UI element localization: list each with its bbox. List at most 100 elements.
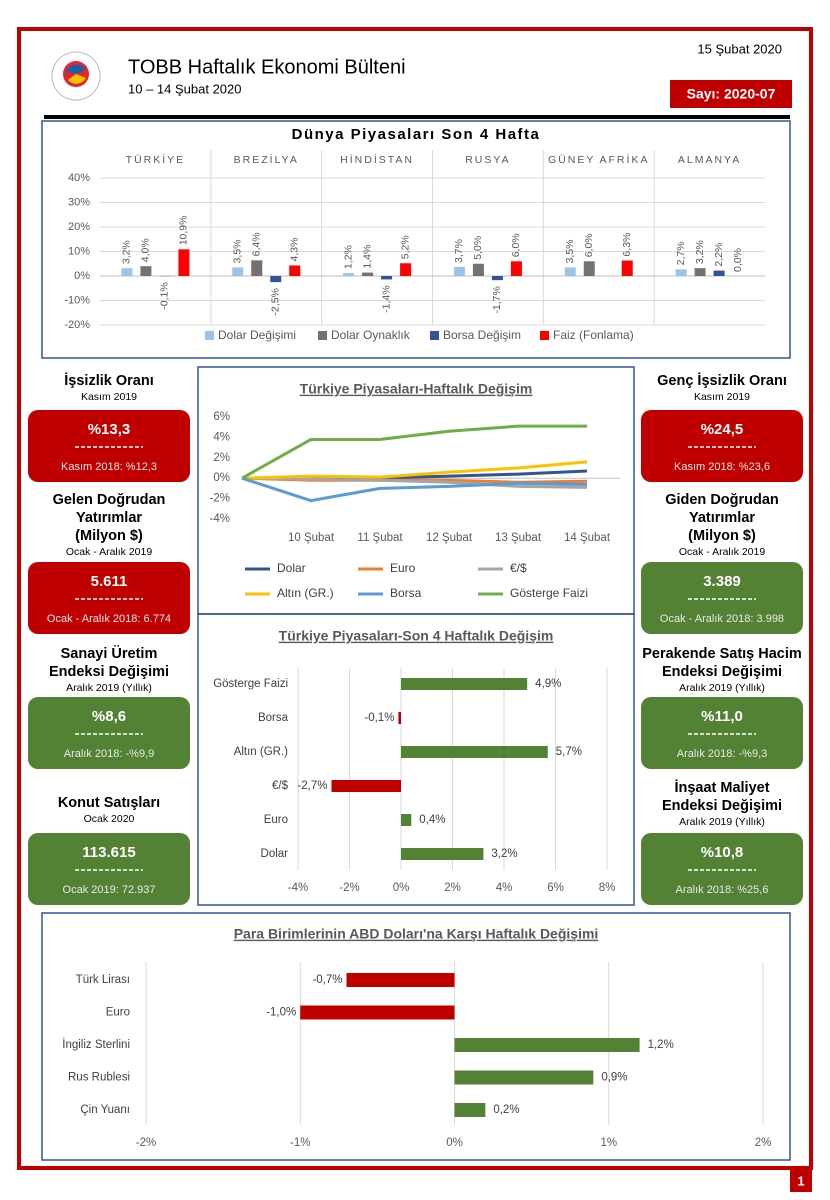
indicator-title: Endeksi Değişimi bbox=[662, 798, 782, 814]
chart-title: Türkiye Piyasaları-Haftalık Değişim bbox=[300, 381, 533, 397]
logo-shape bbox=[68, 74, 86, 84]
legend-label: Dolar Değişimi bbox=[218, 328, 296, 342]
page-number: 1 bbox=[797, 1173, 804, 1188]
value-label: 1,2% bbox=[648, 1039, 674, 1051]
legend-label: Borsa Değişim bbox=[443, 328, 521, 342]
panel bbox=[197, 366, 635, 615]
y-tick-label: 2% bbox=[213, 452, 230, 464]
category-label: ALMANYA bbox=[678, 154, 741, 166]
bar bbox=[232, 267, 244, 276]
indicator-title: Giden Doğrudan bbox=[665, 492, 779, 508]
bar bbox=[331, 780, 401, 792]
panel bbox=[41, 912, 791, 1161]
page-number-box bbox=[790, 1170, 812, 1192]
category-label: HİNDİSTAN bbox=[340, 153, 414, 166]
bar bbox=[583, 261, 595, 276]
legend-label: Faiz (Fonlama) bbox=[553, 328, 634, 342]
category-label: Altın (GR.) bbox=[234, 746, 288, 758]
y-tick-label: 6% bbox=[213, 411, 230, 423]
bar bbox=[362, 272, 374, 276]
indicator-previous: Ocak - Aralık 2018: 3.998 bbox=[660, 613, 784, 625]
x-tick-label: -4% bbox=[288, 882, 308, 894]
line-series bbox=[241, 476, 588, 503]
logo bbox=[51, 51, 101, 101]
category-label: İngiliz Sterlini bbox=[62, 1038, 130, 1051]
value-label: 4,0% bbox=[140, 238, 152, 262]
category-label: Euro bbox=[264, 814, 288, 826]
indicator-period: Ocak 2020 bbox=[84, 813, 135, 825]
indicator-value: %11,0 bbox=[701, 708, 743, 725]
value-label: -1,0% bbox=[266, 1007, 296, 1019]
indicator-title: Endeksi Değişimi bbox=[49, 664, 169, 680]
value-label: 5,7% bbox=[556, 746, 582, 758]
bar bbox=[564, 267, 576, 276]
indicator-period: Kasım 2019 bbox=[81, 391, 137, 403]
indicator-title: İnşaat Maliyet bbox=[674, 779, 769, 796]
indicator-title: Gelen Doğrudan bbox=[53, 492, 166, 508]
x-tick-label: 6% bbox=[547, 882, 564, 894]
value-label: -2,5% bbox=[270, 288, 282, 315]
y-tick-label: 30% bbox=[68, 196, 90, 208]
bar bbox=[398, 712, 401, 724]
y-tick-label: 0% bbox=[213, 472, 230, 484]
bar bbox=[300, 1005, 455, 1020]
bar bbox=[270, 276, 282, 283]
x-tick-label: 2% bbox=[444, 882, 461, 894]
indicator-period: Ocak - Aralık 2019 bbox=[679, 546, 766, 558]
value-label: 3,5% bbox=[232, 239, 244, 263]
indicator-title: Yatırımlar bbox=[689, 510, 755, 526]
bar bbox=[454, 1038, 640, 1052]
line-series bbox=[241, 424, 587, 480]
indicator-box bbox=[28, 833, 190, 905]
chart-title: Türkiye Piyasaları-Son 4 Haftalık Değişi… bbox=[279, 628, 554, 644]
y-tick-label: -4% bbox=[210, 513, 230, 525]
bar bbox=[140, 266, 152, 276]
bar bbox=[621, 260, 633, 276]
legend-label: Euro bbox=[390, 561, 416, 575]
bulletin-title: TOBB Haftalık Ekonomi Bülteni bbox=[128, 56, 406, 78]
legend-swatch bbox=[430, 331, 439, 340]
value-label: 3,2% bbox=[491, 848, 517, 860]
x-tick-label: 8% bbox=[599, 882, 616, 894]
y-tick-label: -20% bbox=[64, 319, 90, 331]
value-label: 5,0% bbox=[472, 236, 484, 260]
bar bbox=[510, 261, 522, 276]
value-label: 2,7% bbox=[675, 241, 687, 265]
bar bbox=[346, 973, 455, 987]
indicator-previous: Kasım 2018: %23,6 bbox=[674, 461, 770, 473]
value-label: -0,1% bbox=[159, 282, 171, 309]
bar bbox=[453, 266, 465, 276]
indicator-title: Konut Satışları bbox=[58, 795, 160, 811]
indicator-title: (Milyon $) bbox=[688, 528, 756, 544]
line-series bbox=[241, 476, 588, 489]
legend-swatch bbox=[318, 331, 327, 340]
value-label: 3,5% bbox=[564, 239, 576, 263]
x-tick-label: 0% bbox=[393, 882, 410, 894]
bar bbox=[178, 249, 190, 276]
chart-title: Para Birimlerinin ABD Doları'na Karşı Ha… bbox=[234, 926, 599, 942]
indicator-box bbox=[28, 697, 190, 769]
header-rule bbox=[44, 115, 790, 119]
bulletin-period: 10 – 14 Şubat 2020 bbox=[128, 81, 242, 96]
indicator-title: İşsizlik Oranı bbox=[64, 372, 153, 389]
indicator-previous: Aralık 2018: -%9,9 bbox=[64, 748, 155, 760]
category-label: €/$ bbox=[272, 780, 289, 792]
legend-swatch bbox=[205, 331, 214, 340]
indicator-box bbox=[28, 562, 190, 634]
category-label: BREZİLYA bbox=[234, 153, 299, 166]
x-tick-label: 14 Şubat bbox=[564, 532, 611, 544]
x-tick-label: -2% bbox=[136, 1137, 156, 1149]
legend-label: Altın (GR.) bbox=[277, 586, 334, 600]
indicator-previous: Aralık 2018: -%9,3 bbox=[677, 748, 768, 760]
value-label: 2,2% bbox=[713, 243, 725, 267]
indicator-box bbox=[641, 410, 803, 482]
indicator-value: %10,8 bbox=[701, 844, 744, 861]
indicator-previous: Aralık 2018: %25,6 bbox=[676, 884, 769, 896]
value-label: -1,4% bbox=[380, 285, 392, 312]
legend-label: Borsa bbox=[390, 586, 422, 600]
category-label: Gösterge Faizi bbox=[213, 678, 288, 690]
bar bbox=[401, 678, 528, 690]
value-label: -0,7% bbox=[312, 974, 342, 986]
